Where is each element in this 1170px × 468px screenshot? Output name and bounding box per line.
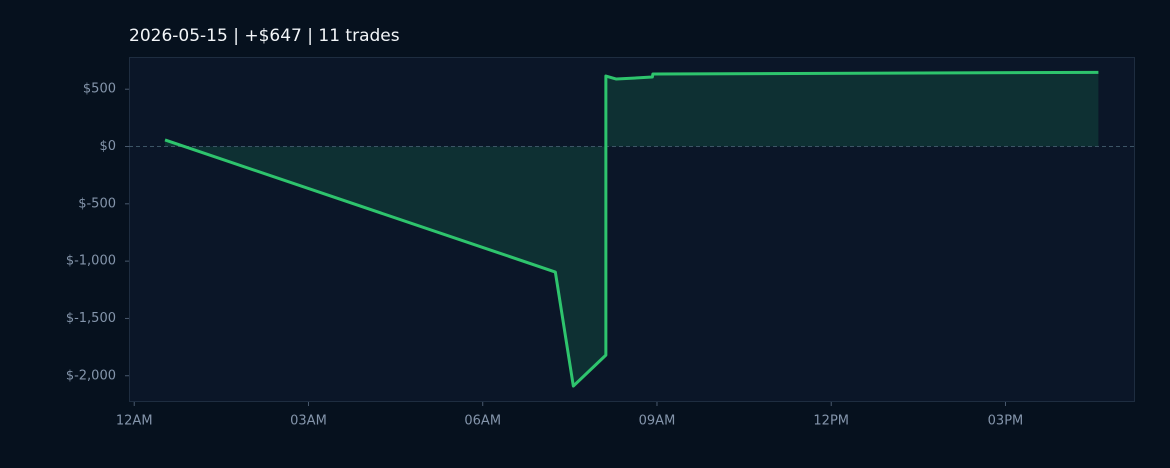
y-tick-label: $0 <box>99 139 116 154</box>
x-tick-label: 03PM <box>988 414 1024 429</box>
x-tick-label: 06AM <box>464 414 501 429</box>
x-tick-label: 12AM <box>116 414 153 429</box>
x-tick-label: 09AM <box>639 414 676 429</box>
line <box>164 70 1099 388</box>
area <box>165 72 1099 387</box>
y-tick-label: $-500 <box>78 196 116 211</box>
x-tick-label: 12PM <box>813 414 849 429</box>
y-tick-label: $-1,000 <box>66 254 116 269</box>
y-tick-label: $-2,000 <box>66 368 116 383</box>
y-tick-label: $-1,500 <box>66 311 116 326</box>
y-tick-label: $500 <box>83 82 116 97</box>
chart-title: 2026-05-15 | +$647 | 11 trades <box>129 26 400 46</box>
x-tick-label: 03AM <box>290 414 327 429</box>
